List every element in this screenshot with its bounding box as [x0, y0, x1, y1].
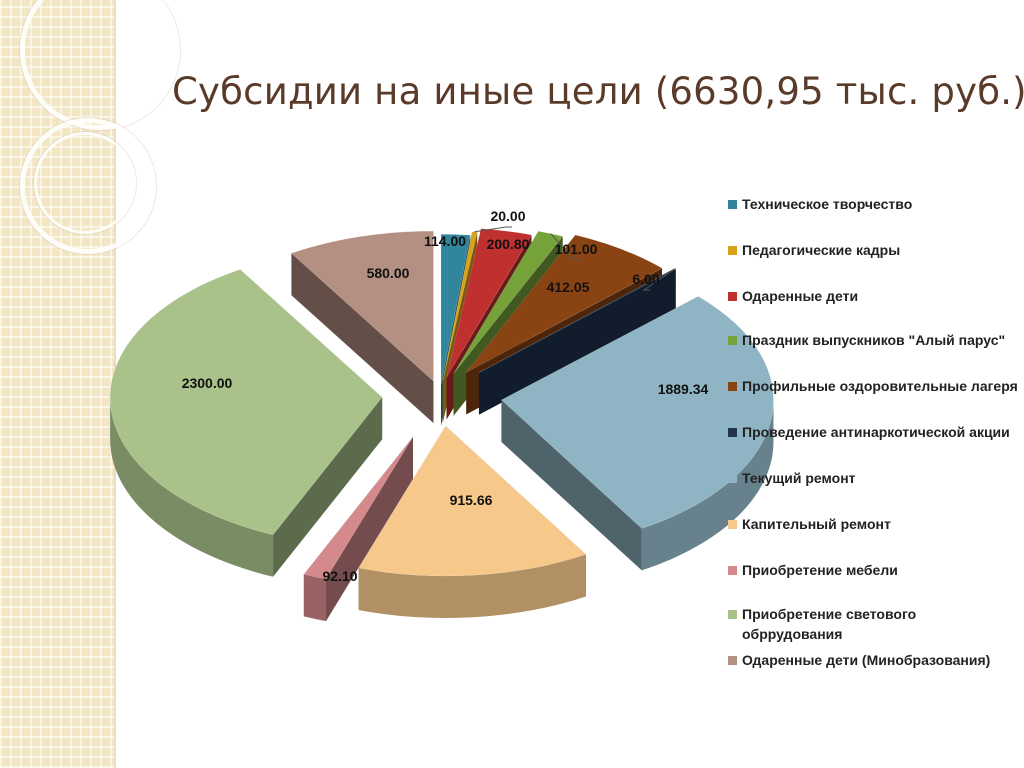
data-label-6: 6.00 — [632, 271, 659, 287]
legend-item: Приобретение светового обррудования — [728, 604, 1018, 644]
slice-top — [358, 425, 587, 577]
leader-line-6 — [642, 268, 676, 291]
legend-swatch — [728, 610, 737, 619]
legend-swatch — [728, 566, 737, 575]
legend-label: Проведение антинаркотической акции — [742, 424, 1010, 440]
slide-title: Субсидии на иные цели (6630,95 тыс. руб.… — [172, 70, 1024, 113]
leader-line-4 — [550, 233, 580, 261]
pie-slice-6 — [478, 268, 677, 415]
slice-top — [466, 234, 663, 373]
slice-rim — [303, 574, 327, 622]
legend-swatch — [728, 292, 737, 301]
legend-swatch — [728, 246, 737, 255]
legend-item: Профильные оздоровительные лагеря — [728, 376, 1018, 396]
legend-swatch — [728, 656, 737, 665]
slice-side-wall — [478, 269, 676, 415]
slice-side-wall — [501, 399, 642, 571]
pie-slice-8 — [358, 425, 587, 619]
data-label-4: 101.00 — [555, 241, 598, 257]
legend-label: Педагогические кадры — [742, 242, 901, 258]
pie-slice-7 — [501, 296, 774, 571]
pie-slice-9 — [303, 436, 414, 622]
legend-swatch — [728, 200, 737, 209]
slice-top — [442, 231, 478, 381]
legend-item: Приобретение мебели — [728, 560, 1018, 580]
data-label-3: 200.80 — [487, 236, 530, 252]
slice-rim — [110, 397, 274, 577]
legend-item: Праздник выпускников "Алый парус" — [728, 330, 1018, 350]
legend-label: Одаренные дети (Минобразования) — [742, 652, 991, 668]
data-label-1: 114.00 — [424, 233, 466, 249]
legend-item: Капительный ремонт — [728, 514, 1018, 534]
legend-item: Педагогические кадры — [728, 240, 1018, 260]
slice-rim — [358, 554, 587, 619]
slice-rim — [641, 399, 774, 571]
data-label-8: 915.66 — [450, 492, 493, 508]
legend-label: Текущий ремонт — [742, 470, 856, 486]
legend-swatch — [728, 474, 737, 483]
legend-swatch — [728, 382, 737, 391]
legend-item: Техническое творчество — [728, 194, 1018, 214]
data-label-10: 2300.00 — [182, 375, 233, 391]
legend-label: Профильные оздоровительные лагеря — [742, 378, 1018, 394]
legend-item: Текущий ремонт — [728, 468, 1018, 488]
legend-item: Одаренные дети (Минобразования) — [728, 650, 1018, 670]
legend-swatch — [728, 336, 737, 345]
slice-side-wall — [291, 253, 434, 424]
slice-top — [446, 228, 532, 378]
legend-item: Одаренные дети — [728, 286, 1018, 306]
decorative-ring-middle — [20, 118, 156, 254]
slice-top — [501, 296, 774, 529]
legend-label: Приобретение мебели — [742, 562, 898, 578]
data-label-2: 20.00 — [490, 208, 525, 224]
decorative-ring-inner — [34, 132, 136, 234]
legend-label: Капительный ремонт — [742, 516, 891, 532]
slice-top — [109, 269, 383, 536]
legend-label: Техническое творчество — [742, 196, 913, 212]
slice-top — [290, 230, 434, 382]
legend-swatch — [728, 428, 737, 437]
slice-side-wall — [273, 397, 383, 577]
data-label-7: 1889.34 — [658, 381, 709, 397]
legend-label: Одаренные дети — [742, 288, 859, 304]
slice-top — [303, 436, 414, 580]
legend-item: Проведение антинаркотической акции — [728, 422, 1018, 442]
slice-side-wall — [303, 436, 413, 617]
data-label-5: 412.05 — [547, 279, 590, 295]
legend-swatch — [728, 520, 737, 529]
slice-top — [440, 233, 471, 385]
legend-label: Приобретение светового обррудования — [742, 606, 917, 642]
pie-slice-10 — [109, 269, 383, 577]
data-label-9: 92.10 — [322, 568, 357, 584]
leader-line-2 — [474, 226, 512, 233]
pie-slice-11 — [290, 230, 434, 424]
legend-label: Праздник выпускников "Алый парус" — [742, 332, 1006, 348]
data-label-11: 580.00 — [367, 265, 410, 281]
